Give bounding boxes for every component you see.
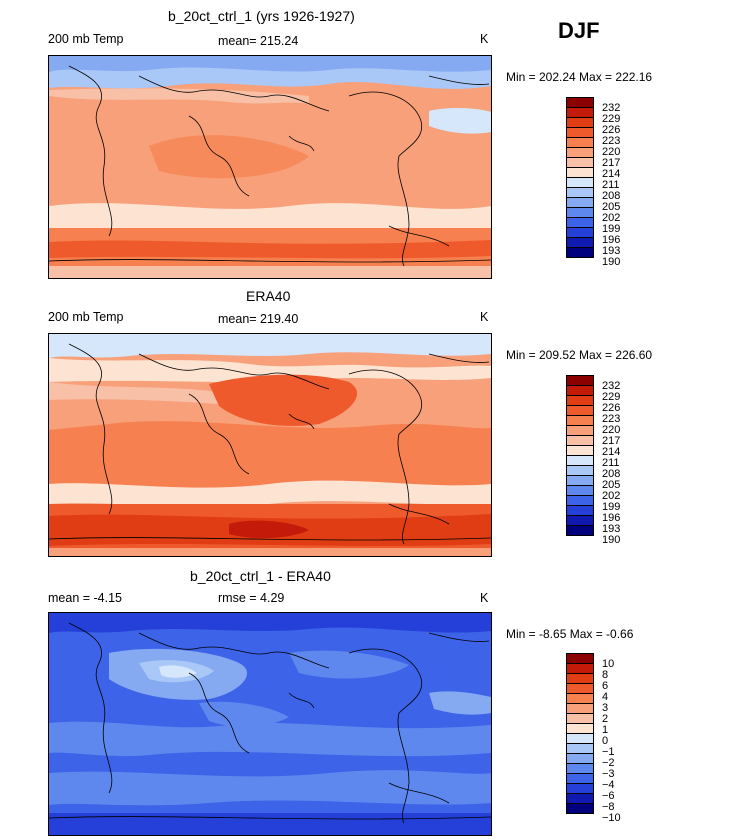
colorbar-label: 208 bbox=[602, 190, 621, 202]
colorbar-swatch bbox=[566, 525, 594, 536]
colorbar-label: 214 bbox=[602, 168, 621, 180]
panel-3-colorbar: 10 8 6 4 3 2 1 0 −1 −2 −3 −4 −6 −8 −10 bbox=[566, 653, 621, 824]
colorbar-label: 229 bbox=[602, 113, 621, 125]
colorbar-label: 6 bbox=[602, 680, 609, 692]
colorbar-label: 217 bbox=[602, 435, 621, 447]
colorbar-swatch bbox=[566, 247, 594, 258]
colorbar-label: 196 bbox=[602, 234, 621, 246]
colorbar-label: 220 bbox=[602, 146, 621, 158]
panel-1-map-svg bbox=[49, 56, 491, 278]
colorbar-label: 220 bbox=[602, 424, 621, 436]
colorbar-label: 202 bbox=[602, 490, 621, 502]
panel-3-map-svg bbox=[49, 613, 491, 835]
colorbar-label: 202 bbox=[602, 212, 621, 224]
colorbar-label: 232 bbox=[602, 102, 621, 114]
panel-3-rmse-label: rmse = 4.29 bbox=[218, 591, 285, 605]
colorbar-label: 193 bbox=[602, 523, 621, 535]
colorbar-label: −2 bbox=[602, 757, 615, 769]
colorbar-label: 3 bbox=[602, 702, 609, 714]
colorbar-label: 211 bbox=[602, 457, 620, 469]
colorbar-label: −3 bbox=[602, 768, 615, 780]
colorbar-label: 226 bbox=[602, 402, 621, 414]
colorbar-label: 196 bbox=[602, 512, 621, 524]
panel-3-units-label: K bbox=[480, 591, 489, 605]
colorbar-label: 199 bbox=[602, 223, 621, 235]
colorbar-label: 0 bbox=[602, 735, 609, 747]
colorbar-label: −4 bbox=[602, 779, 615, 791]
colorbar-label: 211 bbox=[602, 179, 620, 191]
panel-3-map bbox=[48, 612, 492, 836]
colorbar-label: 232 bbox=[602, 380, 621, 392]
panel-2-minmax: Min = 209.52 Max = 226.60 bbox=[506, 348, 653, 362]
colorbar-label: 190 bbox=[602, 256, 621, 268]
panel-2-title: ERA40 bbox=[246, 288, 291, 304]
colorbar-label: −8 bbox=[602, 801, 615, 813]
colorbar-label: 199 bbox=[602, 501, 621, 513]
colorbar-label: 223 bbox=[602, 135, 621, 147]
panel-2-map bbox=[48, 333, 492, 557]
panel-1-units-label: K bbox=[480, 32, 489, 46]
colorbar-label: −10 bbox=[602, 812, 621, 824]
panel-2-colorbar: 232 229 226 223 220 217 214 211 208 205 … bbox=[566, 375, 620, 546]
panel-1-variable-label: 200 mb Temp bbox=[48, 32, 124, 46]
panel-2-variable-label: 200 mb Temp bbox=[48, 310, 124, 324]
colorbar-label: 205 bbox=[602, 479, 621, 491]
colorbar-label: 193 bbox=[602, 245, 621, 257]
panel-1-mean-label: mean= 215.24 bbox=[218, 34, 299, 48]
panel-1-minmax: Min = 202.24 Max = 222.16 bbox=[506, 70, 653, 84]
colorbar-swatch bbox=[566, 803, 594, 814]
colorbar-label: 226 bbox=[602, 124, 621, 136]
colorbar-label: 214 bbox=[602, 446, 621, 458]
colorbar-label: 223 bbox=[602, 413, 621, 425]
panel-2-map-svg bbox=[49, 334, 491, 556]
colorbar-label: 205 bbox=[602, 201, 621, 213]
colorbar-label: 1 bbox=[602, 724, 609, 736]
panel-2-mean-label: mean= 219.40 bbox=[218, 312, 299, 326]
colorbar-label: 217 bbox=[602, 157, 621, 169]
colorbar-label: 190 bbox=[602, 534, 621, 546]
panel-2-units-label: K bbox=[480, 310, 489, 324]
colorbar-label: 10 bbox=[602, 658, 615, 670]
colorbar-label: −6 bbox=[602, 790, 615, 802]
colorbar-label: −1 bbox=[602, 746, 615, 758]
colorbar-label: 229 bbox=[602, 391, 621, 403]
panel-3-minmax: Min = -8.65 Max = -0.66 bbox=[506, 627, 634, 641]
colorbar-label: 8 bbox=[602, 669, 609, 681]
panel-3-title: b_20ct_ctrl_1 - ERA40 bbox=[190, 568, 331, 584]
panel-1-colorbar: 232 229 226 223 220 217 214 211 208 205 … bbox=[566, 97, 620, 268]
panel-1-map bbox=[48, 55, 492, 279]
colorbar-label: 208 bbox=[602, 468, 621, 480]
panel-3-mean-label: mean = -4.15 bbox=[48, 591, 123, 605]
colorbar-label: 2 bbox=[602, 713, 609, 725]
panel-1-title: b_20ct_ctrl_1 (yrs 1926-1927) bbox=[168, 8, 355, 24]
colorbar-label: 4 bbox=[602, 691, 609, 703]
season-label: DJF bbox=[558, 18, 600, 43]
